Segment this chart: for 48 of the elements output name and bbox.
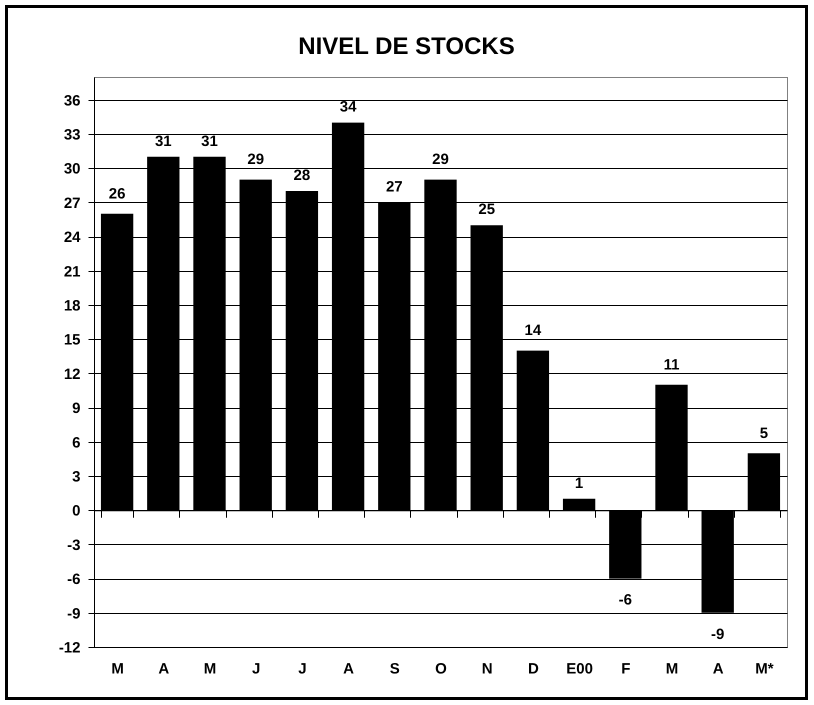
data-label: 27 — [386, 178, 403, 196]
y-tick-label: 6 — [72, 434, 80, 452]
y-tick-label: 15 — [64, 332, 80, 349]
y-tick-label: 30 — [64, 160, 80, 178]
data-label: 26 — [108, 185, 126, 202]
y-tick-label: 9 — [72, 400, 80, 418]
x-tick-label: J — [298, 660, 307, 678]
data-label: -6 — [618, 592, 632, 609]
data-label: 14 — [524, 322, 542, 340]
data-label: 31 — [154, 132, 172, 150]
x-tick-label: A — [343, 660, 354, 678]
x-tick-label: J — [252, 660, 260, 678]
x-tick-label: O — [435, 660, 448, 678]
x-tick-label: F — [621, 660, 630, 678]
x-tick-label: M — [666, 660, 678, 678]
y-tick-label: 21 — [64, 263, 80, 280]
y-tick-label: 0 — [72, 502, 80, 520]
data-label: 29 — [432, 151, 449, 168]
data-label: 28 — [294, 167, 310, 184]
y-tick-label: 3 — [72, 468, 80, 486]
x-tick-label: E00 — [566, 660, 593, 678]
x-tick-label: A — [158, 660, 170, 678]
data-label: 1 — [574, 474, 584, 492]
x-tick-label: S — [390, 660, 400, 678]
x-tick-label: M* — [755, 660, 774, 678]
x-tick-label: M — [204, 660, 216, 678]
y-tick-label: 18 — [64, 298, 80, 314]
x-tick-label: A — [712, 660, 724, 678]
y-tick-label: 36 — [64, 92, 80, 110]
data-label: 31 — [201, 132, 218, 150]
x-tick-label: D — [528, 660, 539, 678]
y-tick-label: 33 — [64, 126, 80, 144]
x-tick-label: M — [111, 660, 124, 678]
y-tick-label: 12 — [64, 366, 80, 383]
y-tick-label: 27 — [64, 194, 80, 212]
y-tick-label: -9 — [67, 605, 80, 622]
data-label: 5 — [760, 424, 768, 442]
chart-title: NIVEL DE STOCKS — [298, 33, 515, 60]
data-label: 29 — [247, 151, 264, 168]
data-label: 11 — [664, 356, 680, 374]
data-label: -9 — [711, 626, 724, 643]
data-label: 34 — [340, 98, 358, 116]
y-tick-label: -12 — [58, 640, 80, 656]
y-tick-label: -3 — [67, 536, 80, 554]
x-tick-label: N — [482, 660, 493, 678]
y-tick-label: -6 — [67, 571, 80, 588]
data-label: 25 — [478, 201, 496, 218]
y-tick-label: 24 — [64, 229, 82, 246]
